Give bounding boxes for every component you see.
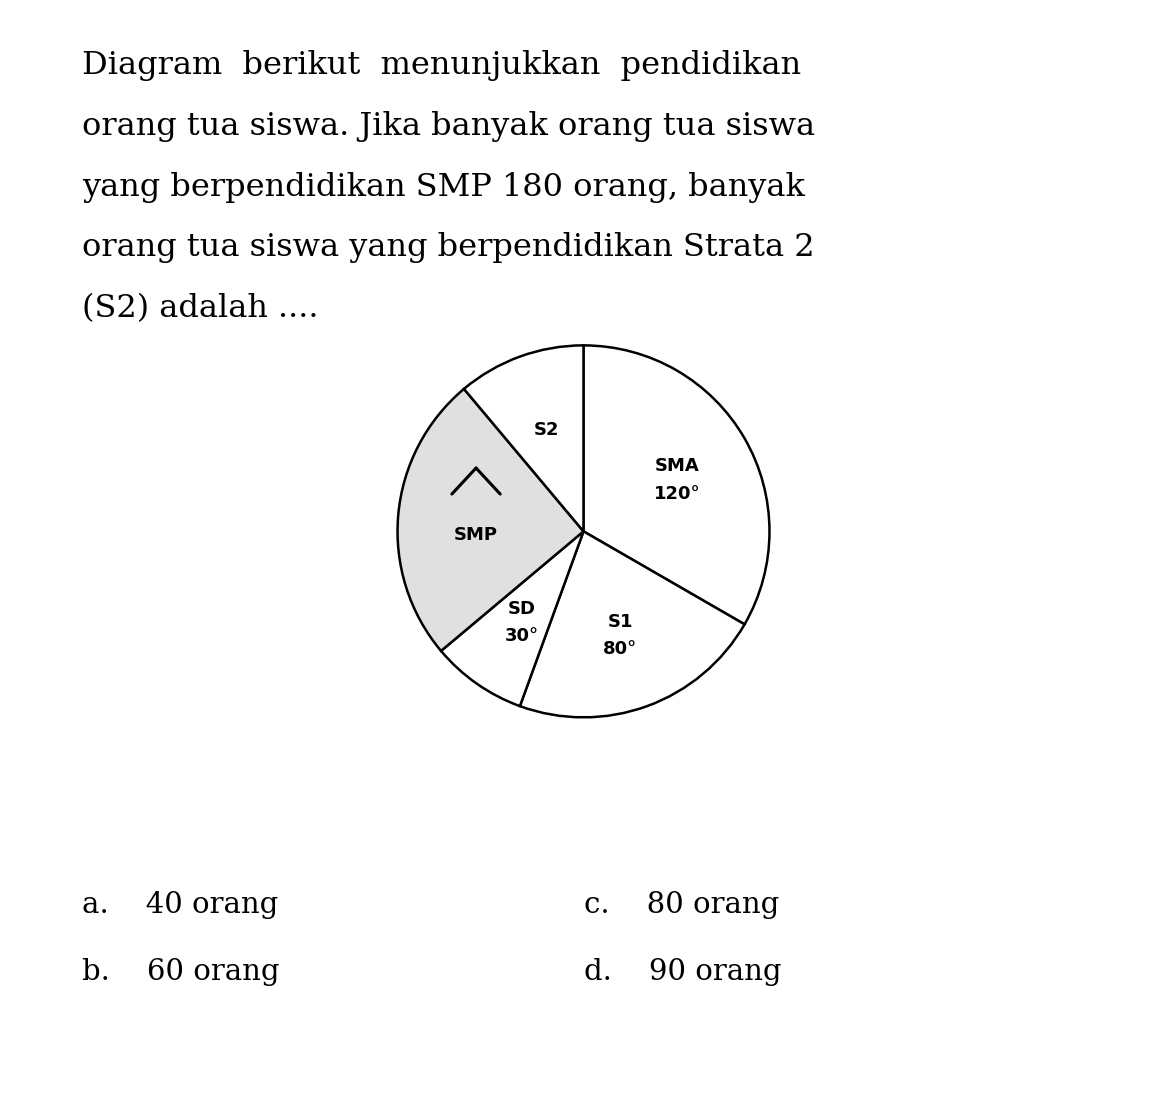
Text: orang tua siswa yang berpendidikan Strata 2: orang tua siswa yang berpendidikan Strat…	[82, 232, 815, 263]
Text: 30°: 30°	[504, 628, 539, 645]
Text: orang tua siswa. Jika banyak orang tua siswa: orang tua siswa. Jika banyak orang tua s…	[82, 111, 815, 142]
Text: S2: S2	[533, 421, 559, 439]
Text: SMA: SMA	[655, 457, 699, 475]
Text: yang berpendidikan SMP 180 orang, banyak: yang berpendidikan SMP 180 orang, banyak	[82, 172, 804, 203]
Text: SD: SD	[508, 600, 536, 618]
Text: 80°: 80°	[603, 641, 637, 659]
Text: a.    40 orang: a. 40 orang	[82, 891, 278, 919]
Wedge shape	[398, 389, 584, 651]
Text: 120°: 120°	[654, 485, 700, 504]
Text: S1: S1	[608, 612, 634, 631]
Wedge shape	[464, 345, 584, 531]
Text: c.    80 orang: c. 80 orang	[584, 891, 778, 919]
Text: (S2) adalah ....: (S2) adalah ....	[82, 293, 319, 324]
Wedge shape	[519, 531, 745, 717]
Wedge shape	[441, 531, 584, 706]
Wedge shape	[584, 345, 769, 624]
Text: b.    60 orang: b. 60 orang	[82, 958, 279, 985]
Text: Diagram  berikut  menunjukkan  pendidikan: Diagram berikut menunjukkan pendidikan	[82, 50, 801, 81]
Text: d.    90 orang: d. 90 orang	[584, 958, 781, 985]
Text: SMP: SMP	[454, 526, 498, 544]
